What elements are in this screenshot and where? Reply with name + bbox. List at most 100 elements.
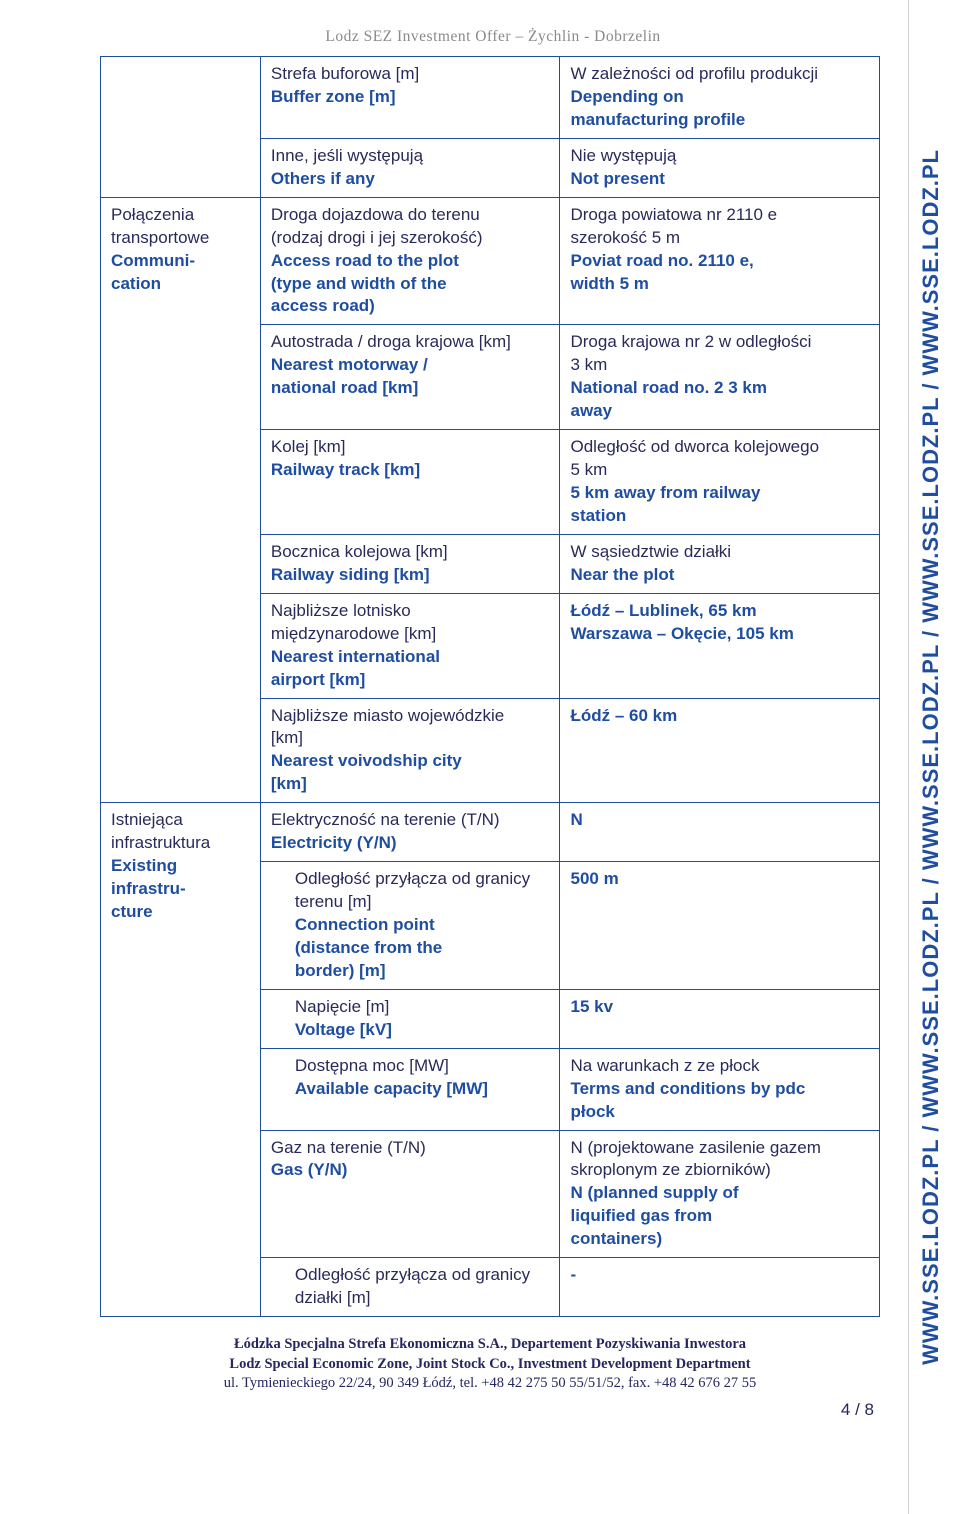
text-en: Warszawa – Okęcie, 105 km [570,624,793,643]
cell-conn-value: 500 m [560,862,880,990]
text-en: airport [km] [271,670,365,689]
text-en: Access road to the plot [271,251,459,270]
footer-line-2: Lodz Special Economic Zone, Joint Stock … [229,1356,750,1372]
cell-access-value: Droga powiatowa nr 2110 e szerokość 5 m … [560,197,880,325]
page-number: 4 / 8 [100,1400,880,1420]
text-en: Not present [570,169,664,188]
footer: Łódzka Specjalna Strefa Ekonomiczna S.A.… [100,1335,880,1394]
cell-communication-cat: Połączenia transportowe Communi- cation [101,197,261,803]
side-url-text: WWW.SSE.LODZ.PL / WWW.SSE.LODZ.PL / WWW.… [918,149,944,1365]
text-en: Buffer zone [m] [271,87,396,106]
text-en: (distance from the [295,938,442,957]
text-en: [km] [271,774,307,793]
footer-line-3: ul. Tymienieckiego 22/24, 90 349 Łódź, t… [100,1374,880,1394]
text-pl: Droga powiatowa nr 2110 e [570,205,777,224]
text-pl: szerokość 5 m [570,228,680,247]
cell-gas-value: N (projektowane zasilenie gazem skroplon… [560,1130,880,1258]
cell-siding-value: W sąsiedztwie działki Near the plot [560,534,880,593]
text-en: Nearest international [271,647,440,666]
text-pl: Inne, jeśli występują [271,146,423,165]
cell-access-label: Droga dojazdowa do terenu (rodzaj drogi … [260,197,560,325]
text-pl: Istniejąca [111,810,183,829]
cell-airport-value: Łódź – Lublinek, 65 km Warszawa – Okęcie… [560,593,880,698]
cell-cap-value: Na warunkach z ze płock Terms and condit… [560,1048,880,1130]
text-pl: Na warunkach z ze płock [570,1056,759,1075]
text-pl: infrastruktura [111,833,210,852]
cell-voiv-label: Najbliższe miasto wojewódzkie [km] Neare… [260,698,560,803]
text-pl: Najbliższe miasto wojewódzkie [271,706,504,725]
text-pl: W zależności od profilu produkcji [570,64,818,83]
text-pl: działki [m] [295,1288,371,1307]
text-pl: Gaz na terenie (T/N) [271,1138,426,1157]
text-pl: N (projektowane zasilenie gazem [570,1138,820,1157]
cell-conn-label: Odległość przyłącza od granicy terenu [m… [260,862,560,990]
text-pl: terenu [m] [295,892,372,911]
cell-infra-cat: Istniejąca infrastruktura Existing infra… [101,803,261,1317]
text-en: Connection point [295,915,435,934]
text-en: national road [km] [271,378,418,397]
table-row: Istniejąca infrastruktura Existing infra… [101,803,880,862]
cell-others-label: Inne, jeśli występują Others if any [260,138,560,197]
text-en: away [570,401,612,420]
text-en: Near the plot [570,565,674,584]
cell-gas-label: Gaz na terenie (T/N) Gas (Y/N) [260,1130,560,1258]
text-pl: (rodzaj drogi i jej szerokość) [271,228,483,247]
text-en: Available capacity [MW] [295,1079,488,1098]
text-en: N (planned supply of [570,1183,738,1202]
text-en: Railway siding [km] [271,565,430,584]
text-en: access road) [271,296,375,315]
text-en: Nearest voivodship city [271,751,462,770]
table-row: Strefa buforowa [m] Buffer zone [m] W za… [101,57,880,139]
side-url-banner: WWW.SSE.LODZ.PL / WWW.SSE.LODZ.PL / WWW.… [908,0,952,1514]
cell-elec-value: N [560,803,880,862]
text-pl: Dostępna moc [MW] [295,1056,449,1075]
text-en: liquified gas from [570,1206,712,1225]
text-en: Depending on [570,87,683,106]
text-en: Others if any [271,169,375,188]
cell-volt-label: Napięcie [m] Voltage [kV] [260,989,560,1048]
text-pl: Autostrada / droga krajowa [km] [271,332,511,351]
text-pl: Droga krajowa nr 2 w odległości [570,332,811,351]
text-en: Voltage [kV] [295,1020,392,1039]
text-en: Poviat road no. 2110 e, [570,251,753,270]
text-en: Łódź – 60 km [570,706,677,725]
text-pl: Elektryczność na terenie (T/N) [271,810,500,829]
header-line: Lodz SEZ Investment Offer – Żychlin - Do… [100,28,936,46]
text-en: Existing [111,856,177,875]
text-pl: W sąsiedztwie działki [570,542,731,561]
text-en: Communi- [111,251,195,270]
text-pl: Bocznica kolejowa [km] [271,542,448,561]
footer-line-1: Łódzka Specjalna Strefa Ekonomiczna S.A.… [234,1336,746,1352]
text-pl: Nie występują [570,146,676,165]
text-pl: 3 km [570,355,607,374]
cell-others-value: Nie występują Not present [560,138,880,197]
text-en: 15 kv [570,997,613,1016]
cell-rail-label: Kolej [km] Railway track [km] [260,430,560,535]
text-pl: [km] [271,728,303,747]
text-pl: Połączenia transportowe [111,205,209,247]
cell-gasd-value: - [560,1258,880,1317]
cell-gasd-label: Odległość przyłącza od granicy działki [… [260,1258,560,1317]
data-table: Strefa buforowa [m] Buffer zone [m] W za… [100,56,880,1317]
text-pl: Odległość przyłącza od granicy [295,869,530,888]
text-en: (type and width of the [271,274,447,293]
table-row: Połączenia transportowe Communi- cation … [101,197,880,325]
text-en: Nearest motorway / [271,355,428,374]
text-en: Gas (Y/N) [271,1160,348,1179]
cell-volt-value: 15 kv [560,989,880,1048]
text-pl: 5 km [570,460,607,479]
cell-cap-label: Dostępna moc [MW] Available capacity [MW… [260,1048,560,1130]
page: WWW.SSE.LODZ.PL / WWW.SSE.LODZ.PL / WWW.… [0,0,960,1514]
text-en: cation [111,274,161,293]
text-en: - [570,1265,576,1284]
text-en: width 5 m [570,274,648,293]
cell-rail-value: Odległość od dworca kolejowego 5 km 5 km… [560,430,880,535]
cell-siding-label: Bocznica kolejowa [km] Railway siding [k… [260,534,560,593]
cell-motorway-label: Autostrada / droga krajowa [km] Nearest … [260,325,560,430]
text-pl: Kolej [km] [271,437,346,456]
cell-buffer-label: Strefa buforowa [m] Buffer zone [m] [260,57,560,139]
text-en: Electricity (Y/N) [271,833,397,852]
text-pl: międzynarodowe [km] [271,624,436,643]
cell-voiv-value: Łódź – 60 km [560,698,880,803]
cell-buffer-value: W zależności od profilu produkcji Depend… [560,57,880,139]
